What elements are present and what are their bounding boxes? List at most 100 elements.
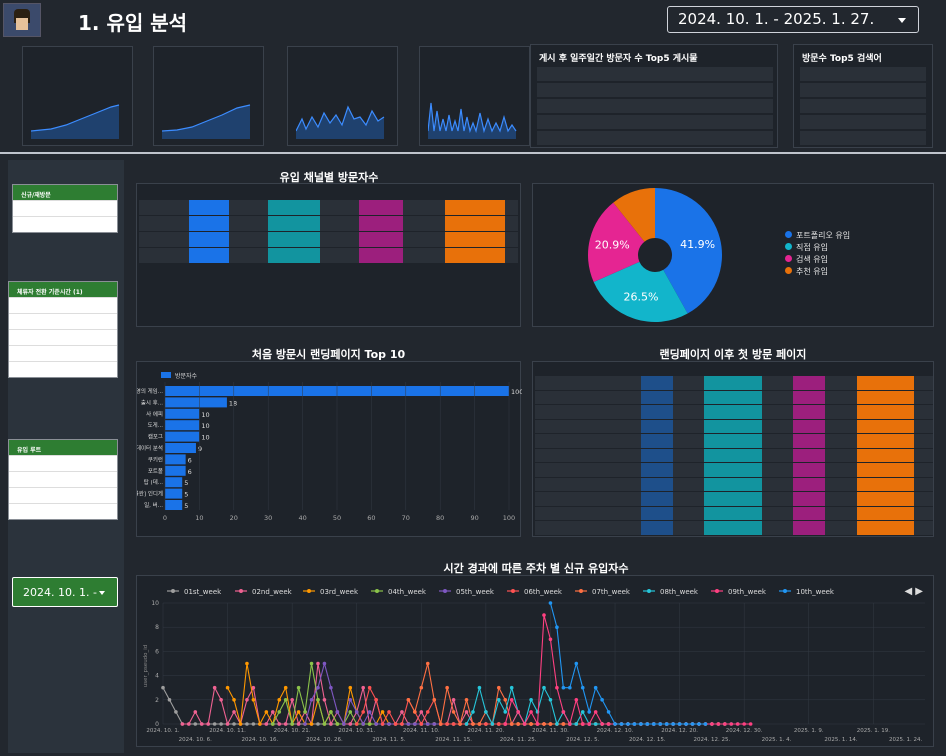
list-item <box>800 115 926 129</box>
filter-option[interactable] <box>9 455 117 471</box>
series-line[interactable] <box>272 663 725 726</box>
series-point <box>651 722 656 726</box>
donut-slice[interactable] <box>613 188 655 242</box>
donut-slice[interactable] <box>593 261 688 322</box>
series-point <box>264 722 269 726</box>
table-cell <box>536 507 640 521</box>
bar[interactable] <box>165 431 200 442</box>
date-range-picker[interactable]: 2024. 10. 1. - 2025. 1. 27. <box>667 6 919 33</box>
kpi-sparkline <box>296 105 385 139</box>
table-cell <box>641 506 673 520</box>
table-cell <box>857 477 914 491</box>
filter-option[interactable] <box>9 313 117 329</box>
x-tick-label: 2024. 10. 11. <box>209 728 246 734</box>
table-row <box>139 248 518 263</box>
series-point <box>251 685 256 690</box>
y-tick-label: 8 <box>155 624 159 631</box>
bar[interactable] <box>165 408 200 419</box>
kpi-sparkline <box>428 102 517 139</box>
channel-table-title: 유입 채널별 방문자수 <box>279 171 379 184</box>
series-point <box>548 601 553 605</box>
series-line[interactable] <box>407 663 725 726</box>
table-cell <box>674 521 703 535</box>
filter-option[interactable] <box>9 345 117 361</box>
table-cell <box>641 376 673 390</box>
series-line[interactable] <box>304 661 712 726</box>
table-cell <box>445 216 505 231</box>
series-line[interactable] <box>227 663 706 726</box>
bar-value-label: 5 <box>184 502 188 510</box>
chart-nav-arrows[interactable]: ◀ ▶ <box>904 586 923 597</box>
table-cell <box>915 449 933 463</box>
series-line[interactable] <box>549 602 706 725</box>
filter-option[interactable] <box>9 503 117 519</box>
table-cell <box>641 477 673 491</box>
series-point <box>329 722 333 726</box>
series-point <box>458 722 462 726</box>
route-filter[interactable]: 유입 루트 <box>8 439 118 520</box>
series-line[interactable] <box>504 614 751 726</box>
bar[interactable] <box>165 443 196 453</box>
stay-time-filter[interactable]: 체류자 전환 기준시간 (1) <box>8 281 118 378</box>
filter-option[interactable] <box>13 200 117 216</box>
bar[interactable] <box>165 454 186 465</box>
series-point <box>206 722 211 726</box>
table-cell <box>704 405 762 419</box>
series-point <box>716 722 721 726</box>
legend-marker <box>511 589 515 593</box>
table-cell <box>536 478 640 492</box>
filter-option[interactable] <box>9 297 117 313</box>
x-tick-label: 20 <box>230 514 238 522</box>
bar[interactable] <box>165 397 227 408</box>
table-cell <box>230 200 267 215</box>
bar[interactable] <box>165 488 183 499</box>
series-line[interactable] <box>162 687 706 725</box>
series-point <box>632 722 637 726</box>
series-point <box>496 722 501 726</box>
table-cell <box>763 507 792 521</box>
bar[interactable] <box>165 477 183 488</box>
table-cell <box>704 376 762 390</box>
list-item <box>537 67 773 81</box>
bar[interactable] <box>165 465 186 476</box>
filter-option[interactable] <box>9 487 117 503</box>
date-filter-button[interactable]: 2024. 10. 1. - <box>12 577 118 607</box>
series-point <box>748 722 753 726</box>
x-tick-label: 2024. 12. 25. <box>694 737 731 743</box>
table-cell <box>793 492 825 506</box>
x-tick-label: 2024. 10. 16. <box>241 737 278 743</box>
bar[interactable] <box>165 420 200 431</box>
donut-slice[interactable] <box>655 188 722 314</box>
table-cell <box>793 463 825 477</box>
filter-option[interactable] <box>9 471 117 487</box>
bar[interactable] <box>165 500 183 510</box>
table-cell <box>793 390 825 404</box>
list-item <box>800 67 926 81</box>
series-point <box>600 722 604 726</box>
series-point <box>729 722 734 726</box>
series-point <box>471 710 475 714</box>
donut-slice[interactable] <box>588 202 645 282</box>
series-point <box>574 722 579 726</box>
series-point <box>742 722 746 726</box>
divider <box>0 152 946 154</box>
legend-marker <box>647 589 651 593</box>
weekly-chart-panel: 01st_week 02nd_week 03rd_week 04th_week 05th… <box>136 575 934 747</box>
series-point <box>232 710 236 714</box>
series-point <box>251 698 256 702</box>
series-point <box>619 722 624 726</box>
series-point <box>380 722 385 726</box>
series-point <box>361 710 365 714</box>
series-point <box>309 661 314 666</box>
visit-type-filter[interactable]: 신규/재방문 <box>12 184 118 233</box>
filter-option[interactable] <box>9 329 117 345</box>
filter-option[interactable] <box>9 361 117 377</box>
filter-option[interactable] <box>13 216 117 232</box>
series-point <box>245 722 249 726</box>
table-total-cell <box>230 310 267 324</box>
x-tick-label: 30 <box>264 514 272 522</box>
series-point <box>464 698 469 702</box>
series-line[interactable] <box>182 663 699 726</box>
table-cell <box>536 449 640 463</box>
